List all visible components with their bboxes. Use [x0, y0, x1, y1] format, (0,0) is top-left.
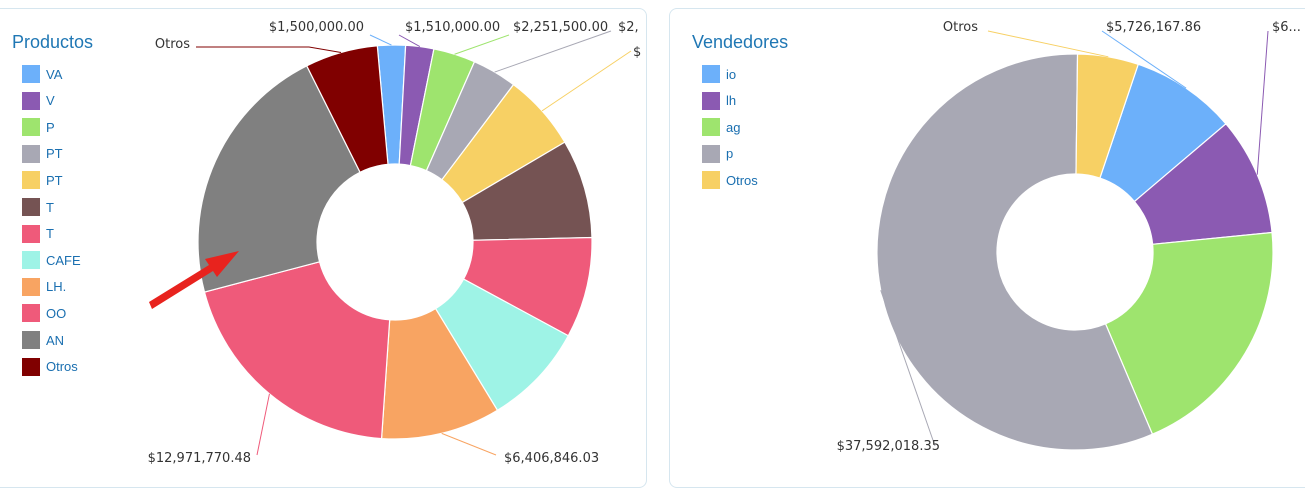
label-line-0-3	[454, 34, 510, 55]
legend-item-1-2[interactable]: ag	[702, 118, 741, 137]
label-line-1-1	[1101, 30, 1187, 89]
legend-label: AN	[46, 332, 65, 348]
legend-label: Otros	[46, 359, 78, 375]
legend-swatch	[22, 91, 40, 110]
legend-label: PT	[46, 146, 63, 162]
legend-swatch	[22, 304, 40, 323]
productos-donut-chart: Otros $1,500,000.00 $1,510,000.00 $2,251,50…	[148, 20, 642, 466]
data-label-1-3: $37,592,018.35	[837, 439, 940, 454]
legend-label: T	[46, 226, 54, 242]
red-arrow-annotation	[149, 251, 239, 309]
label-line-1-0	[987, 30, 1109, 58]
data-label-1-0: Otros	[943, 20, 978, 35]
data-label-0-2: $1,510,000.00	[405, 20, 500, 35]
data-label-0-7: $6,406,846.03	[504, 451, 599, 466]
legend-swatch	[22, 331, 40, 349]
data-label-0-0: Otros	[155, 37, 190, 52]
legend-label: V	[46, 93, 55, 109]
label-line-0-7	[441, 432, 497, 456]
legend-item-0-9[interactable]: OO	[22, 304, 67, 323]
legend-swatch	[22, 65, 40, 83]
data-label-1-1: $5,726,167.86	[1106, 20, 1201, 35]
legend-swatch	[702, 144, 720, 163]
legend-label: lh	[726, 93, 737, 109]
vendedores-donut-chart: Otros $5,726,167.86 $6... $37,592,018.35	[837, 20, 1301, 454]
legend-item-0-5[interactable]: T	[22, 198, 54, 216]
slice-0-9[interactable]	[203, 261, 391, 440]
legend-label: p	[726, 146, 734, 162]
legend-item-0-1[interactable]: V	[22, 91, 55, 110]
label-line-0-4	[494, 30, 612, 73]
legend-label: io	[726, 66, 737, 82]
data-label-1-2: $6...	[1272, 20, 1301, 35]
data-label-0-4: $2,	[618, 20, 639, 35]
legend-label: VA	[46, 66, 63, 82]
data-label-0-1: $1,500,000.00	[269, 20, 364, 35]
productos-title: Productos	[12, 32, 94, 52]
slice-0-10[interactable]	[197, 65, 361, 293]
legend-swatch	[702, 118, 720, 137]
label-line-0-5	[541, 50, 632, 112]
legend-item-1-3[interactable]: p	[702, 144, 734, 163]
legend-item-0-2[interactable]: P	[22, 118, 55, 137]
legend-item-0-3[interactable]: PT	[22, 144, 63, 163]
label-line-0-0	[196, 46, 342, 54]
legend-item-0-6[interactable]: T	[22, 224, 54, 243]
legend-swatch	[702, 171, 720, 190]
legend-swatch	[22, 171, 40, 190]
legend-item-1-1[interactable]: lh	[702, 91, 737, 110]
label-line-0-1	[369, 34, 392, 46]
legend-label: LH.	[46, 279, 67, 295]
legend-swatch	[702, 91, 720, 110]
data-label-0-3: $2,251,500.00	[513, 20, 608, 35]
legend-label: Otros	[726, 172, 758, 188]
legend-item-1-0[interactable]: io	[702, 65, 736, 83]
label-line-0-2	[398, 34, 421, 48]
legend-label: OO	[46, 305, 67, 321]
legend-label: T	[46, 199, 54, 215]
data-label-0-6: $12,971,770.48	[148, 451, 251, 466]
legend-swatch	[22, 198, 40, 216]
legend-swatch	[22, 118, 40, 137]
productos-panel: Productos Otros $1,500,000.00 $1,510,000.0…	[0, 8, 647, 488]
legend-item-1-4[interactable]: Otros	[702, 171, 758, 190]
legend-label: ag	[726, 119, 741, 135]
label-line-1-2	[1256, 30, 1269, 175]
legend-swatch	[22, 277, 40, 296]
legend-item-0-10[interactable]: AN	[22, 331, 64, 349]
legend-swatch	[22, 357, 40, 376]
legend-item-0-4[interactable]: PT	[22, 171, 63, 190]
legend-item-0-0[interactable]: VA	[22, 65, 62, 83]
legend-item-0-8[interactable]: LH.	[22, 277, 67, 296]
legend-label: PT	[46, 172, 63, 188]
slice-0-11[interactable]	[305, 45, 389, 174]
legend-label: P	[46, 119, 55, 135]
slice-1-3[interactable]	[876, 53, 1154, 451]
slice-1-2[interactable]	[1104, 231, 1274, 436]
legend-item-0-11[interactable]: Otros	[22, 357, 78, 376]
label-line-1-3	[880, 290, 936, 447]
legend-label: CAFE	[46, 252, 81, 268]
legend-swatch	[22, 224, 40, 243]
data-label-0-5: $	[633, 45, 641, 60]
legend-item-0-7[interactable]: CAFE	[22, 251, 81, 270]
label-line-0-6	[256, 393, 270, 456]
vendedores-panel: Vendedores Otros $5,726,167.86 $6... $37,59…	[669, 8, 1305, 488]
legend-swatch	[22, 144, 40, 163]
vendedores-title: Vendedores	[692, 32, 789, 52]
legend-swatch	[22, 251, 40, 270]
slice-1-4[interactable]	[1075, 53, 1139, 179]
legend-swatch	[702, 65, 720, 83]
